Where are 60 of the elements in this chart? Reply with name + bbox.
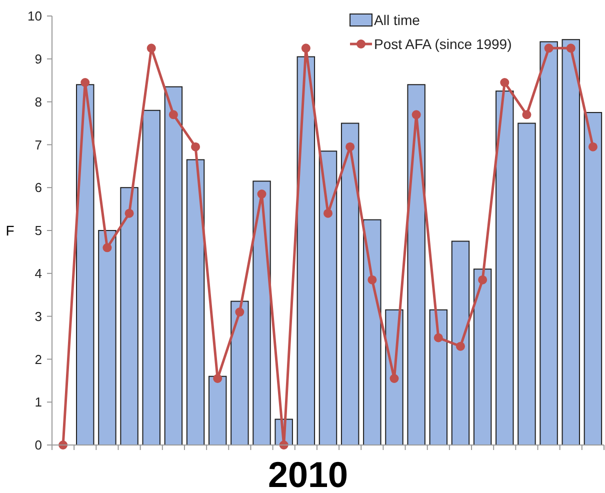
y-tick-label: 0 xyxy=(34,438,42,453)
point xyxy=(235,308,244,317)
bar xyxy=(76,84,94,446)
y-tick-label: 2 xyxy=(34,352,42,367)
point xyxy=(146,44,156,53)
point xyxy=(301,44,310,53)
point xyxy=(80,78,90,87)
point xyxy=(257,190,266,199)
y-tick-label: 6 xyxy=(34,180,42,196)
point xyxy=(168,110,178,120)
point xyxy=(346,142,355,152)
bar xyxy=(451,240,470,446)
y-tick-label: 7 xyxy=(34,137,42,152)
bar xyxy=(252,180,271,446)
point xyxy=(324,208,332,218)
legend-label: All time xyxy=(374,12,420,28)
bar xyxy=(407,84,426,446)
y-tick-label: 4 xyxy=(34,266,42,281)
bar xyxy=(473,268,492,446)
bar xyxy=(363,219,382,446)
point xyxy=(478,275,488,284)
bar xyxy=(98,230,116,446)
y-tick-label: 1 xyxy=(34,394,42,410)
point xyxy=(588,142,598,152)
y-tick-label: 9 xyxy=(34,51,42,66)
y-tick-label: 3 xyxy=(34,308,42,324)
point xyxy=(566,44,576,53)
bar xyxy=(562,39,580,446)
point xyxy=(191,142,200,152)
bar xyxy=(429,309,448,446)
bar xyxy=(518,122,536,446)
bar xyxy=(208,376,227,446)
point xyxy=(102,243,112,252)
point xyxy=(544,44,554,53)
point xyxy=(434,333,443,342)
point xyxy=(522,110,532,120)
bar xyxy=(496,90,514,446)
bar xyxy=(164,86,183,446)
point xyxy=(456,342,465,351)
y-axis-title: F xyxy=(6,222,14,238)
point xyxy=(390,374,399,384)
bar xyxy=(120,187,138,446)
y-tick-label: 5 xyxy=(34,223,42,238)
x-axis-title: 2010 xyxy=(268,454,348,493)
legend-label: Post AFA (since 1999) xyxy=(374,36,512,52)
y-tick-label: 8 xyxy=(34,94,42,110)
bar xyxy=(340,122,360,446)
bar xyxy=(318,150,338,446)
bar xyxy=(230,300,249,446)
bar xyxy=(142,110,160,446)
point xyxy=(368,275,377,284)
point xyxy=(500,78,510,87)
bar xyxy=(186,159,205,446)
point xyxy=(124,208,134,218)
bar xyxy=(540,41,558,446)
y-tick-label: 10 xyxy=(28,8,42,24)
bar xyxy=(296,56,316,446)
point xyxy=(412,110,421,120)
bar xyxy=(584,112,602,446)
point xyxy=(213,374,222,384)
